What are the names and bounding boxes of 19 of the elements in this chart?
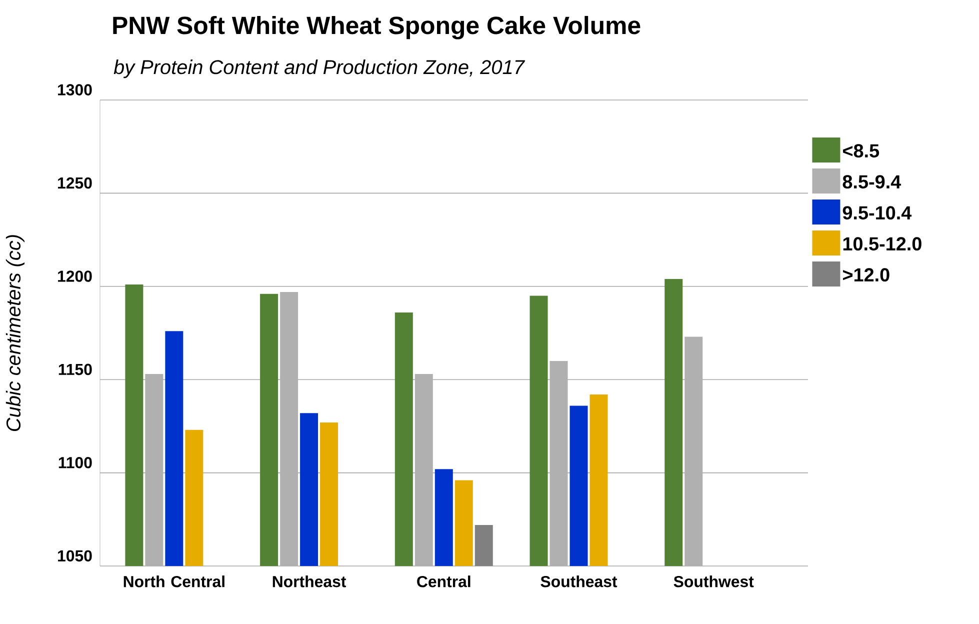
legend-label: 8.5-9.4 [842,175,902,189]
x-tick-label: North Central [124,576,224,588]
legend-label: <8.5 [843,144,880,158]
y-tick-label: 1150 [58,364,92,376]
x-tick-label: Northeast [272,576,346,588]
chart-subtitle: by Protein Content and Production Zone, 2017 [114,60,526,78]
chart-title: PNW Soft White Wheat Sponge Cake Volume [113,16,640,40]
x-tick-label: Southeast [540,576,618,588]
x-tick-label: Central [417,576,470,588]
y-tick-label: 1300 [58,84,92,96]
x-tick-label: Southwest [674,576,754,588]
legend-label: 10.5-12.0 [843,237,922,251]
y-axis-title: Cubic centimeters (cc) [6,235,24,431]
legend-label: 9.5-10.4 [842,206,912,220]
y-tick-label: 1250 [58,177,92,189]
y-tick-label: 1200 [58,270,92,282]
y-tick-label: 1050 [58,550,92,562]
y-tick-label: 1100 [58,457,92,468]
legend-label: >12.0 [843,268,890,282]
